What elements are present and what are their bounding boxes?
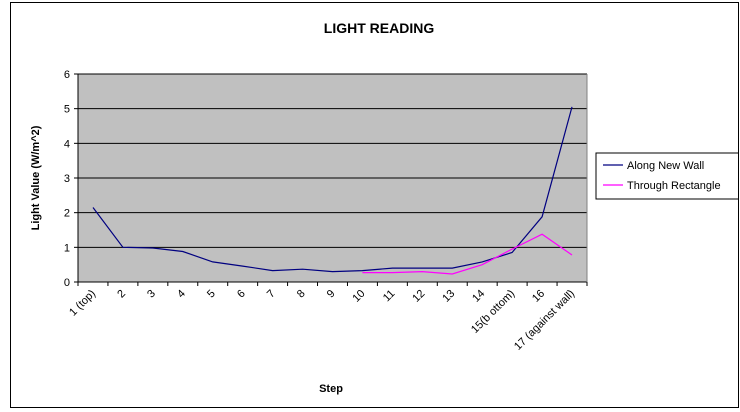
x-tick-label: 3 <box>145 288 158 301</box>
y-tick-label: 1 <box>64 242 70 254</box>
x-tick-label: 2 <box>115 288 128 301</box>
y-tick-label: 5 <box>64 104 70 116</box>
legend-label-along-new-wall: Along New Wall <box>627 160 704 172</box>
legend: Along New Wall Through Rectangle <box>595 152 740 200</box>
y-tick-label: 4 <box>64 138 70 150</box>
x-tick-label: 6 <box>235 288 248 301</box>
legend-label-through-rectangle: Through Rectangle <box>627 180 721 192</box>
y-axis-title: Light Value (W/m^2) <box>30 125 42 230</box>
x-tick-label: 1 (top) <box>67 288 98 319</box>
x-tick-label: 14 <box>470 288 487 305</box>
x-tick-label: 5 <box>205 288 218 301</box>
series-lines <box>92 106 573 275</box>
y-axis-ticks: 0 1 2 3 4 5 6 <box>64 69 78 289</box>
y-tick-label: 2 <box>64 208 70 220</box>
x-tick-label: 13 <box>440 288 457 305</box>
x-tick-label: 12 <box>410 288 427 305</box>
x-tick-label: 16 <box>530 288 547 305</box>
y-tick-label: 0 <box>64 277 70 289</box>
x-tick-label: 10 <box>350 288 367 305</box>
x-tick-label: 7 <box>265 288 278 301</box>
x-tick-label: 8 <box>295 288 308 301</box>
y-tick-label: 6 <box>64 69 70 81</box>
legend-box <box>595 152 740 200</box>
y-tick-label: 3 <box>64 173 70 185</box>
x-tick-label: 9 <box>325 288 338 301</box>
chart-title: LIGHT READING <box>324 20 435 36</box>
series-line-along-new-wall <box>92 106 573 273</box>
x-tick-label: 4 <box>175 288 188 301</box>
x-tick-label: 11 <box>381 288 398 305</box>
series-line-through-rectangle <box>362 233 573 275</box>
x-axis-title: Step <box>319 383 343 395</box>
